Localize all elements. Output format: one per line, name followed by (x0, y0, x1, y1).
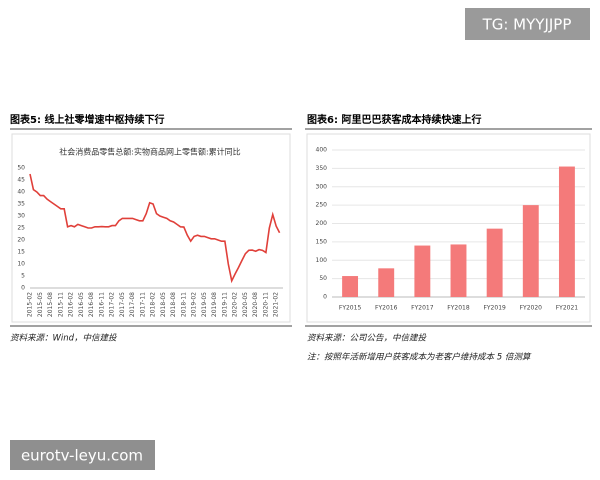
x-tick-label: FY2021 (556, 305, 579, 312)
x-tick-label: 2016-05 (78, 292, 85, 317)
chart-title: 图表6: 阿里巴巴获客成本持续快速上行 (307, 113, 481, 126)
bar (342, 276, 359, 297)
x-tick-label: 2015-11 (57, 292, 64, 317)
y-tick-label: 10 (17, 261, 25, 268)
line (29, 173, 281, 284)
note: 注：按照年活新增用户获客成本为老客户维持成本 5 倍测算 (307, 352, 532, 363)
x-tick-label: 2019-05 (201, 292, 208, 317)
x-tick-label: 2019-08 (211, 292, 218, 317)
chart-title: 图表5: 线上社零增速中枢持续下行 (10, 113, 164, 126)
x-tick-label: 2015-05 (37, 292, 44, 317)
x-tick-label: 2018-05 (160, 292, 167, 317)
x-tick-label: 2019-02 (191, 292, 198, 317)
x-tick-label: FY2016 (375, 305, 398, 312)
bar (558, 166, 575, 297)
source: 资料来源：公司公告，中信建投 (307, 333, 428, 344)
watermark: TG: MYYJJPP (482, 16, 572, 34)
y-tick-label: 50 (319, 275, 327, 282)
x-tick-label: FY2019 (483, 305, 506, 312)
y-tick-label: 300 (316, 183, 328, 190)
x-tick-label: 2015-08 (47, 292, 54, 317)
y-tick-label: 350 (316, 165, 328, 172)
bar (522, 205, 539, 297)
watermark-box (10, 440, 155, 470)
x-tick-label: 2019-11 (221, 292, 228, 317)
y-tick-label: 30 (17, 213, 25, 220)
y-tick-label: 200 (316, 220, 328, 227)
y-tick-label: 20 (17, 237, 25, 244)
chart-frame (11, 133, 291, 323)
x-tick-label: 2018-11 (180, 292, 187, 317)
y-tick-label: 400 (316, 147, 328, 154)
x-tick-label: 2018-08 (170, 292, 177, 317)
bar (414, 245, 431, 297)
x-tick-label: FY2015 (339, 305, 362, 312)
x-tick-label: 2020-11 (262, 292, 269, 317)
y-tick-label: 150 (316, 238, 328, 245)
y-tick-label: 45 (17, 177, 25, 184)
x-tick-label: FY2018 (447, 305, 470, 312)
x-tick-label: 2020-02 (232, 292, 239, 317)
x-tick-label: FY2020 (520, 305, 543, 312)
x-tick-label: 2016-11 (98, 292, 105, 317)
x-tick-label: 2016-08 (88, 292, 95, 317)
y-tick-label: 15 (17, 249, 25, 256)
x-tick-label: 2020-05 (242, 292, 249, 317)
x-tick-label: 2018-02 (150, 292, 157, 317)
x-tick-label: 2016-02 (68, 292, 75, 317)
x-tick-label: 2015-02 (27, 292, 34, 317)
y-tick-label: 50 (17, 165, 25, 172)
x-tick-label: 2017-05 (119, 292, 126, 317)
chart-subtitle: 社会消费品零售总额:实物商品网上零售额:累计同比 (59, 147, 240, 157)
y-tick-label: 250 (316, 202, 328, 209)
bar (486, 228, 503, 297)
y-tick-label: 40 (17, 189, 25, 196)
x-tick-label: 2020-08 (252, 292, 259, 317)
y-tick-label: 5 (21, 273, 25, 280)
y-tick-label: 100 (316, 257, 328, 264)
y-tick-label: 25 (17, 225, 25, 232)
x-tick-label: 2017-02 (109, 292, 116, 317)
x-tick-label: 2017-11 (139, 292, 146, 317)
y-tick-label: 0 (323, 294, 327, 301)
source: 资料来源：Wind，中信建投 (10, 333, 118, 344)
bar (378, 268, 395, 297)
watermark-box (465, 8, 590, 40)
bar (450, 244, 467, 297)
y-tick-label: 35 (17, 201, 25, 208)
x-tick-label: 2021-02 (273, 292, 280, 317)
y-tick-label: 0 (21, 285, 25, 292)
watermark: eurotv-leyu.com (21, 447, 143, 465)
chart-frame (306, 133, 591, 323)
x-tick-label: FY2017 (411, 305, 434, 312)
x-tick-label: 2017-08 (129, 292, 136, 317)
